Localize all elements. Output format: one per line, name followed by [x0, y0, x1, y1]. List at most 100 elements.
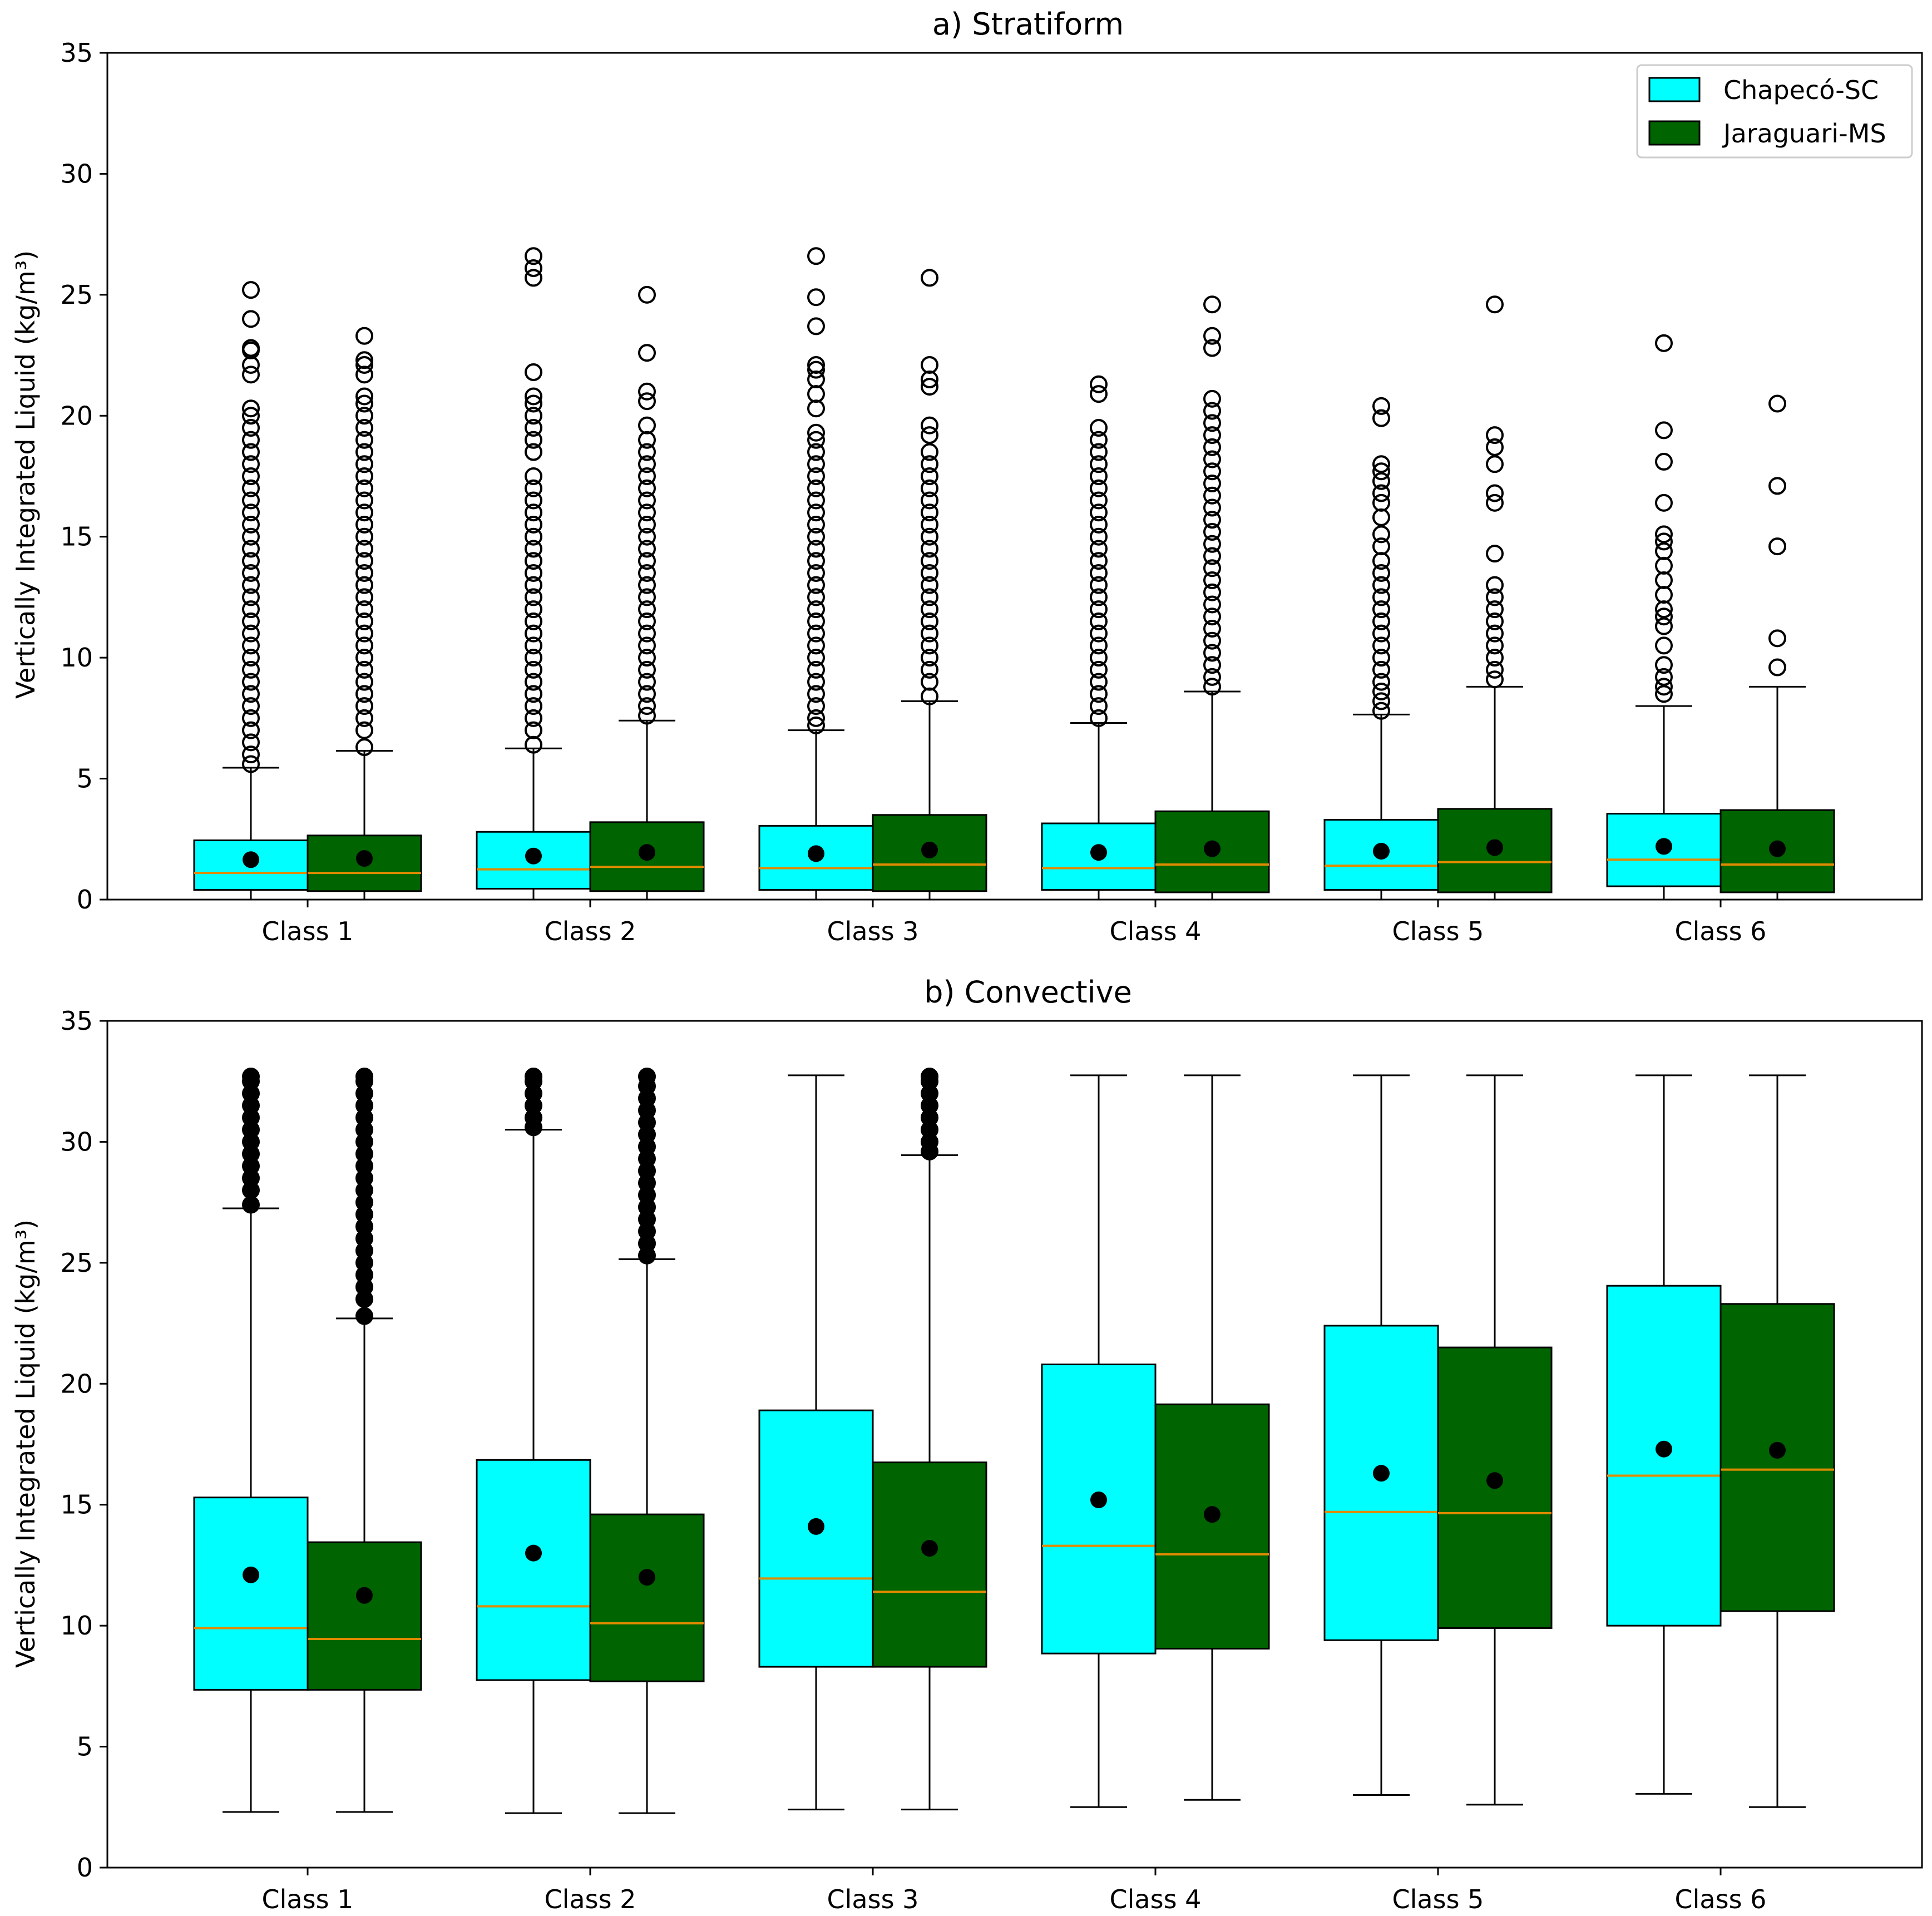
- outlier-point: [638, 540, 656, 558]
- outlier-point: [525, 564, 542, 582]
- outlier-point: [242, 479, 260, 497]
- outlier-point: [921, 269, 938, 287]
- outlier-point: [1203, 402, 1221, 420]
- outlier-point: [638, 467, 656, 485]
- outlier-point: [355, 576, 373, 594]
- outlier-point: [355, 1307, 373, 1325]
- outlier-point: [1203, 678, 1221, 696]
- outlier-point: [807, 317, 825, 335]
- outlier-point: [525, 363, 542, 382]
- outlier-point: [355, 709, 373, 727]
- outlier-point: [1655, 617, 1673, 635]
- outlier-point: [1203, 631, 1221, 650]
- outlier-point: [525, 394, 542, 413]
- y-tick-label: 15: [60, 1490, 93, 1520]
- outlier-point: [807, 503, 825, 522]
- outlier-point: [921, 649, 938, 667]
- outlier-point: [1372, 600, 1390, 619]
- outlier-point: [1090, 375, 1108, 393]
- outlier-point: [921, 426, 938, 445]
- mean-marker: [808, 845, 824, 862]
- outlier-point: [638, 636, 656, 655]
- box-jaraguari: [1437, 1074, 1553, 1806]
- outlier-point: [638, 527, 656, 546]
- outlier-point: [807, 697, 825, 715]
- outlier-point: [1655, 421, 1673, 440]
- outlier-point: [355, 673, 373, 691]
- outlier-point: [807, 709, 825, 727]
- outlier-point: [1203, 583, 1221, 601]
- outlier-point: [807, 540, 825, 558]
- outlier-point: [1203, 498, 1221, 517]
- outlier-point: [355, 721, 373, 739]
- box-body: [476, 831, 591, 890]
- outlier-point: [242, 576, 260, 594]
- y-tick-label: 10: [60, 643, 93, 673]
- y-tick-label: 10: [60, 1611, 93, 1641]
- outlier-point: [1090, 673, 1108, 691]
- box-body: [193, 1497, 309, 1691]
- outlier-point: [1768, 394, 1786, 413]
- box-chapeco: [1323, 1074, 1439, 1796]
- outlier-point: [525, 685, 542, 703]
- mean-marker: [921, 1539, 938, 1557]
- plot-area: 0 5 10 15 20 25 30 35 Class 1 Class 2 Class 3 Class…: [60, 1006, 1835, 1914]
- outlier-point: [921, 624, 938, 643]
- outlier-point: [807, 423, 825, 442]
- outlier-point: [242, 649, 260, 667]
- outlier-point: [1486, 612, 1504, 630]
- outlier-point: [1203, 414, 1221, 432]
- outlier-point: [525, 515, 542, 534]
- outlier-point: [921, 527, 938, 546]
- mean-marker: [1769, 1441, 1786, 1459]
- outlier-point: [242, 407, 260, 425]
- outlier-point: [638, 455, 656, 473]
- box-body: [1719, 1303, 1835, 1612]
- outlier-point: [355, 1068, 373, 1086]
- outlier-point: [638, 431, 656, 449]
- outlier-point: [355, 503, 373, 522]
- mean-marker: [1769, 840, 1786, 857]
- outlier-point: [638, 515, 656, 534]
- outlier-point: [355, 527, 373, 546]
- y-tick-label: 30: [60, 1127, 93, 1157]
- outlier-point: [921, 612, 938, 630]
- outlier-point: [355, 355, 373, 374]
- outlier-point: [525, 479, 542, 497]
- y-tick-label: 15: [60, 522, 93, 552]
- outlier-point: [1090, 564, 1108, 582]
- outlier-point: [525, 660, 542, 679]
- outlier-point: [242, 552, 260, 570]
- outlier-point: [1486, 588, 1504, 606]
- y-tick-label: 20: [60, 401, 93, 431]
- outlier-point: [1486, 484, 1504, 502]
- outlier-point: [242, 685, 260, 703]
- outlier-point: [807, 576, 825, 594]
- outlier-point: [1090, 431, 1108, 449]
- mean-marker: [356, 1587, 373, 1604]
- outlier-point: [1090, 600, 1108, 619]
- outlier-point: [525, 431, 542, 449]
- outlier-point: [1655, 532, 1673, 551]
- outlier-point: [242, 339, 260, 357]
- mean-marker: [1090, 1492, 1107, 1509]
- outlier-point: [1090, 685, 1108, 703]
- outlier-point: [355, 624, 373, 643]
- outlier-point: [242, 355, 260, 374]
- outlier-point: [921, 455, 938, 473]
- box-body: [1323, 1325, 1439, 1641]
- outlier-point: [525, 467, 542, 485]
- outlier-point: [355, 491, 373, 510]
- outlier-point: [921, 1068, 938, 1086]
- outlier-point: [921, 479, 938, 497]
- outlier-point: [1203, 389, 1221, 408]
- legend-label-jaraguari: Jaraguari-MS: [1722, 118, 1886, 149]
- outlier-point: [355, 455, 373, 473]
- outlier-point: [921, 564, 938, 582]
- outlier-point: [807, 624, 825, 643]
- outlier-point: [525, 576, 542, 594]
- box-body: [1437, 1346, 1553, 1629]
- outlier-point: [1090, 527, 1108, 546]
- mean-marker: [1204, 840, 1221, 857]
- outlier-point: [1203, 426, 1221, 445]
